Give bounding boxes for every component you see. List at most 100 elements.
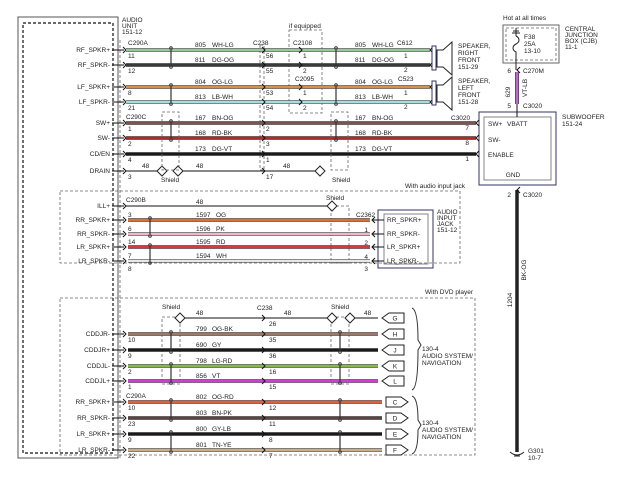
connector-arrow-icon [122,330,127,338]
twisted-pair-icon [169,65,173,69]
circuit-number: 1204 [507,292,514,307]
optional-pin: 2 [303,68,307,75]
c238-pin: 53 [266,90,274,97]
circuit-number: 813 [355,94,366,101]
c238-pin: 17 [266,174,274,181]
speaker-rf-label: SPEAKER, [458,43,491,50]
wire-color-code: RD-BK [372,130,393,137]
shield-label: Shield [331,304,349,311]
nav-system-label: AUDIO SYSTEM/ [422,353,473,360]
connector-c3020: C3020 [523,103,543,110]
circuit-label: 48 [142,163,150,170]
jack-pin-label: LR_SPKR+ [387,244,421,251]
audio-unit-title: AUDIO [122,17,143,24]
twisted-pair-icon [169,350,173,354]
jack-pin: 4 [364,254,368,261]
connector-arrow-icon [475,150,480,158]
audio-input-jack-inner [383,213,429,265]
circuit-number: 798 [196,358,207,365]
wire-color-code: VT-LB [522,79,529,97]
unit-pin: 3 [128,212,132,219]
unit-pin: 4 [128,157,132,164]
pin-label-rf_spkr-: RF_SPKR- [78,62,110,69]
connector-letter: G [392,316,397,323]
nav-system-label: 130-4 [422,420,439,427]
twisted-pair-icon [338,418,342,422]
circuit-number: 1594 [196,253,211,260]
audio-input-jack-section-title: With audio input jack [405,183,466,190]
connector-arrow-icon [122,243,127,251]
twisted-pair-icon [169,398,173,402]
connector-pin-tag [381,312,405,324]
twisted-pair-icon [169,418,173,422]
circuit-number: 804 [355,79,366,86]
audio-unit-inner [22,22,114,454]
wire-color-code: VT [212,373,220,380]
connector-arrow-icon [122,414,127,422]
audio-unit-outline [17,16,119,459]
twisted-pair-icon [169,46,173,50]
circuit-number: 804 [195,79,206,86]
circuit-number: 803 [196,410,207,417]
c238-pin: 16 [269,369,277,376]
wire-color-code: DG-VT [372,146,392,153]
connector-c270m: C270M [523,68,544,75]
wire-color-code: WH-LG [372,42,394,49]
circuit-number: 173 [355,146,366,153]
subwoofer-pin: 1 [465,156,469,163]
connector-arrow-icon [298,61,303,69]
unit-pin: 12 [128,68,136,75]
circuit-number: 48 [284,310,292,317]
circuit-number: 811 [195,57,206,64]
speaker-icon [436,40,453,77]
twisted-pair-icon [338,362,342,366]
connector-letter: L [393,379,397,386]
jack-pin-label: RR_SPKR+ [387,217,422,224]
shield-icon [174,312,186,324]
wire-color-code: BN-PK [212,410,233,417]
twisted-pair-icon [169,450,173,454]
pin-label-drain: DRAIN [90,168,111,175]
connector-arrow-icon [261,346,266,354]
twisted-pair-icon [169,330,173,334]
if-equipped-label: if equipped [289,23,321,30]
speaker-pin: 1 [404,53,408,60]
twisted-pair-icon [338,350,342,354]
connector-c2095: C2095 [295,76,315,83]
connector-arrow-icon [122,230,127,238]
connector-pin-tag [381,344,405,356]
wire-color-code: LB-WH [212,94,233,101]
shield-icon [156,165,168,177]
twisted-pair-icon [169,381,173,385]
connector-arrow-icon [122,346,127,354]
pin-label: RR_SPKR- [77,231,110,238]
c238-pin: 35 [269,337,277,344]
c238-pin: 56 [266,53,274,60]
connector-arrow-icon [122,362,127,370]
ground-label: G301 [528,448,544,455]
speaker-pin: 2 [404,67,408,74]
speaker-lf-label: 151-28 [458,99,479,106]
speaker-rf-label: RIGHT [458,50,478,57]
wire-color-code: WH [216,253,227,260]
connector-c2362: C2362 [356,212,376,219]
connector-arrow-icon [122,446,127,454]
twisted-pair-icon [334,138,338,142]
connector-arrow-icon [261,377,266,385]
speaker-terminal [431,80,437,106]
circuit-label: 48 [283,163,291,170]
shield-label: Shield [162,304,180,311]
connector-arrow-icon [261,314,266,322]
circuit-number: 48 [196,199,204,206]
connector-letter: J [393,348,396,355]
circuit-number: 856 [196,373,207,380]
subwoofer-pin-sw-plus: SW+ [488,121,502,128]
shield-icon [326,200,338,212]
pin-label: LR_SPKR- [78,447,110,454]
pin-number: 6 [507,68,511,75]
connector-c290a: C290A [128,40,149,47]
circuit-label: 48 [196,163,204,170]
wire-color-code: DG-VT [212,146,232,153]
wire-color-code: BN-OG [212,115,233,122]
connector-arrow-icon [298,98,303,106]
